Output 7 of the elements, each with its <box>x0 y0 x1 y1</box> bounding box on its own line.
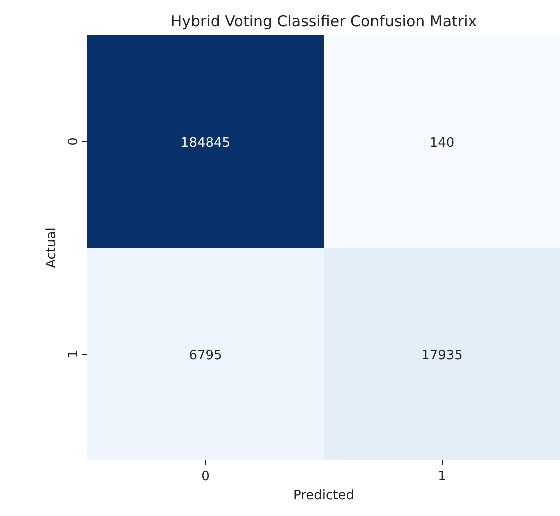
data-label: 17935 <box>422 348 463 364</box>
data-label: 140 <box>430 136 455 151</box>
data-label: 184845 <box>180 136 231 151</box>
data-label: 6795 <box>189 348 222 364</box>
y-axis-title: Actual <box>44 228 60 268</box>
chart-title: Hybrid Voting Classifier Confusion Matrix <box>170 12 478 30</box>
x-axis-title: Predicted <box>293 488 355 504</box>
